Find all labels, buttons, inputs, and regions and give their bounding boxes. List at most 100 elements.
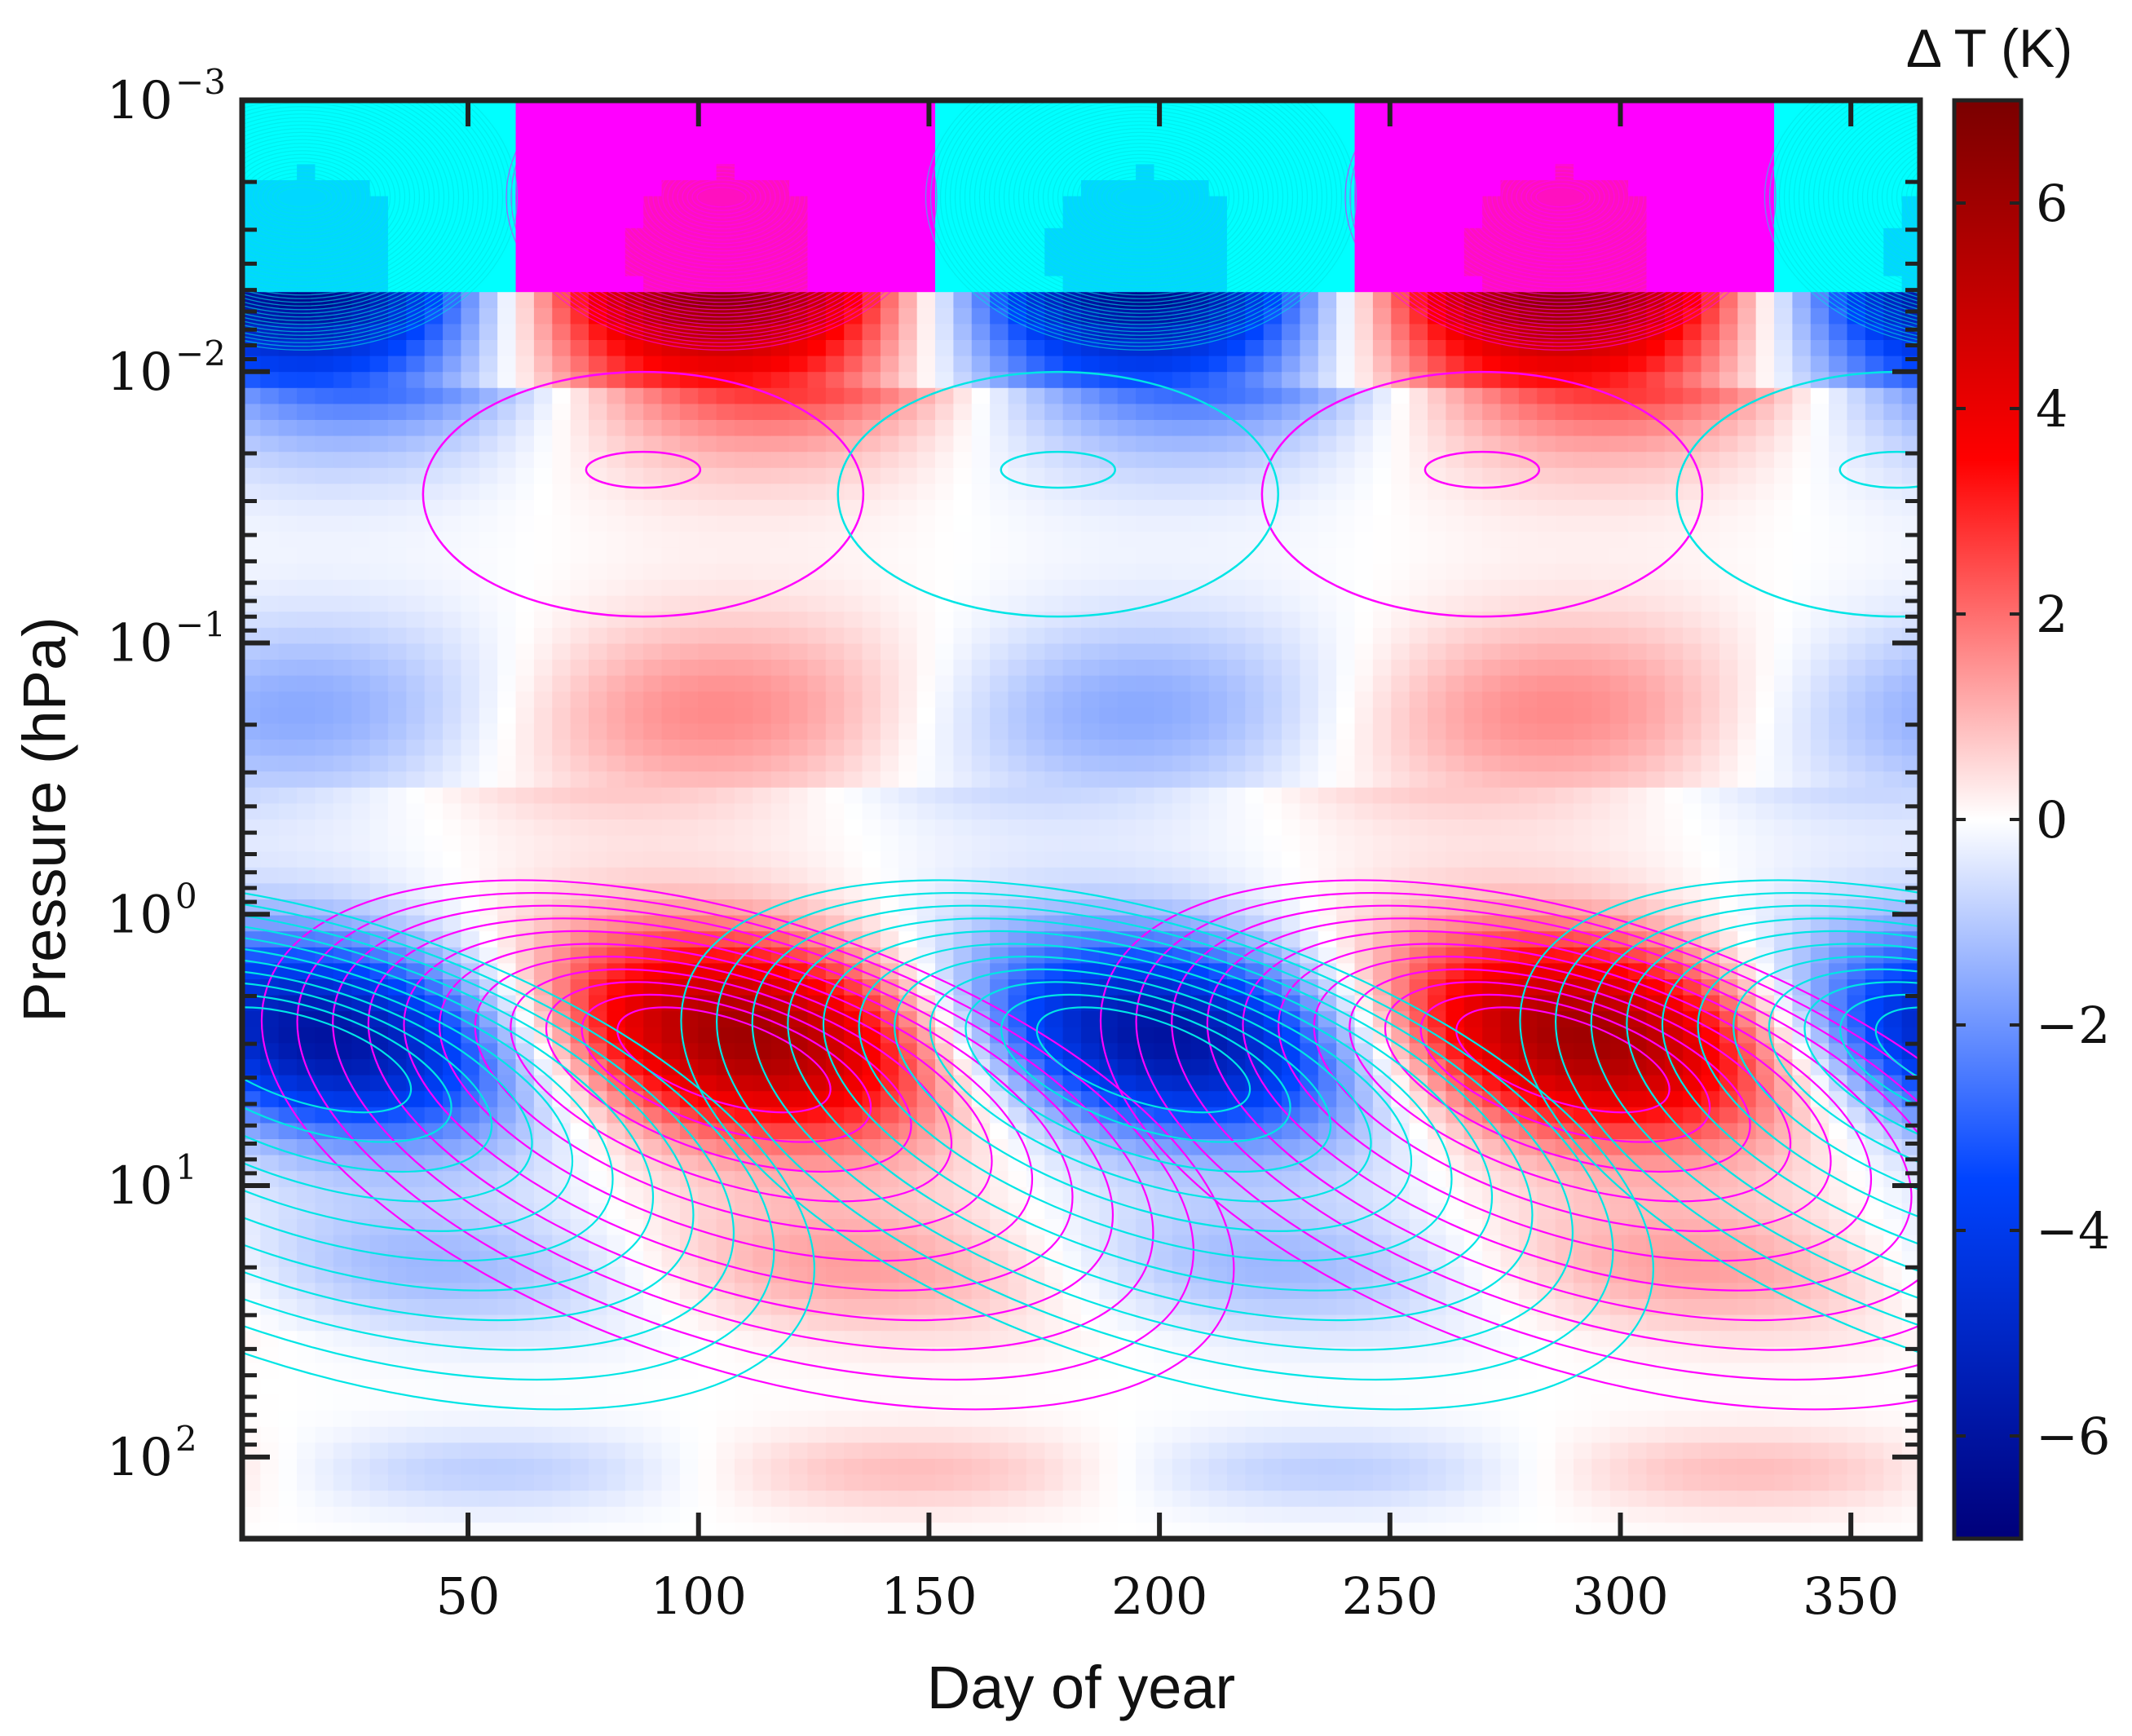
heat-cell <box>515 755 535 772</box>
heat-cell <box>1428 180 1447 197</box>
heat-cell <box>1446 356 1465 373</box>
heat-cell <box>716 819 735 837</box>
heat-cell <box>716 787 735 805</box>
heat-cell <box>661 803 681 820</box>
heat-cell <box>1428 771 1447 788</box>
heat-cell <box>278 196 298 213</box>
heat-cell <box>278 691 298 709</box>
heat-cell <box>1701 563 1720 581</box>
heat-cell <box>515 340 535 357</box>
heat-cell <box>807 467 827 485</box>
heat-cell <box>1208 691 1228 709</box>
heat-cell <box>661 755 681 772</box>
heat-cell <box>369 691 389 709</box>
heat-cell <box>443 740 462 757</box>
heat-cell <box>351 404 371 421</box>
heat-cell <box>1792 675 1812 692</box>
heat-cell <box>1537 532 1556 549</box>
heat-cell <box>1263 595 1282 612</box>
heat-cell <box>406 356 426 373</box>
heat-cell <box>916 340 936 357</box>
heat-cell <box>1719 771 1739 788</box>
heat-cell <box>661 547 681 565</box>
heat-cell <box>880 180 900 197</box>
heat-cell <box>643 563 663 581</box>
heat-cell <box>515 563 535 581</box>
heat-cell <box>1446 340 1465 357</box>
heat-cell <box>679 196 700 213</box>
heat-cell <box>753 420 772 437</box>
heat-cell <box>1245 627 1265 645</box>
heat-cell <box>1573 484 1593 501</box>
heat-cell <box>297 740 316 757</box>
heat-cell <box>315 851 334 868</box>
heat-cell <box>1318 467 1337 485</box>
heat-cell <box>1628 500 1648 517</box>
heat-cell <box>479 771 498 788</box>
heat-cell <box>387 547 408 565</box>
heat-cell <box>1482 771 1502 788</box>
heat-cell <box>807 356 827 373</box>
heat-cell <box>880 164 900 181</box>
heat-cell <box>1865 771 1885 788</box>
heat-cell <box>369 467 389 485</box>
heat-cell <box>935 500 955 517</box>
heat-cell <box>515 452 535 469</box>
heat-cell <box>734 612 754 629</box>
heat-cell <box>424 100 444 117</box>
heat-cell <box>570 691 589 709</box>
heat-cell <box>1190 387 1210 405</box>
heat-cell <box>589 643 608 660</box>
heat-cell <box>1518 740 1538 757</box>
heat-cell <box>1609 580 1629 597</box>
heat-cell <box>753 484 772 501</box>
heat-cell <box>552 691 572 709</box>
heat-cell <box>1208 595 1228 612</box>
heat-cell <box>1446 675 1465 692</box>
heat-cell <box>1810 883 1830 900</box>
heat-cell <box>625 835 644 852</box>
heat-cell <box>1810 276 1830 293</box>
heat-cell <box>479 196 498 213</box>
heat-cell <box>1609 164 1629 181</box>
heat-cell <box>1409 627 1428 645</box>
heat-cell <box>479 643 498 660</box>
heat-cell <box>1300 547 1319 565</box>
heat-cell <box>1263 580 1282 597</box>
heat-cell <box>515 867 535 885</box>
heat-cell <box>1336 307 1356 325</box>
heat-cell <box>1537 740 1556 757</box>
heat-cell <box>661 740 681 757</box>
heat-cell <box>1573 116 1593 133</box>
heat-cell <box>552 532 572 549</box>
heat-cell <box>278 867 298 885</box>
heat-cell <box>734 404 754 421</box>
heat-cell <box>1683 803 1702 820</box>
heat-cell <box>1810 435 1830 453</box>
heat-cell <box>1428 435 1447 453</box>
heat-cell <box>1044 612 1064 629</box>
heat-cell <box>1081 660 1101 677</box>
heat-cell <box>862 435 881 453</box>
heat-cell <box>734 356 754 373</box>
heat-cell <box>1282 819 1301 837</box>
heat-cell <box>1117 787 1137 805</box>
heat-cell <box>406 803 426 820</box>
heat-cell <box>1282 867 1301 885</box>
heat-cell <box>862 819 881 837</box>
heat-cell <box>1372 675 1393 692</box>
heat-cell <box>1354 723 1374 740</box>
heat-cell <box>953 404 973 421</box>
heat-cell <box>1628 771 1648 788</box>
heat-cell <box>1719 532 1739 549</box>
heat-cell <box>1318 387 1337 405</box>
heat-cell <box>497 851 517 868</box>
heat-cell <box>1446 643 1465 660</box>
heat-cell <box>1701 580 1720 597</box>
heat-cell <box>351 435 371 453</box>
heat-cell <box>1591 787 1611 805</box>
heat-cell <box>1245 723 1265 740</box>
heat-cell <box>1883 595 1903 612</box>
heat-cell <box>1428 947 1447 965</box>
heat-cell <box>953 755 973 772</box>
